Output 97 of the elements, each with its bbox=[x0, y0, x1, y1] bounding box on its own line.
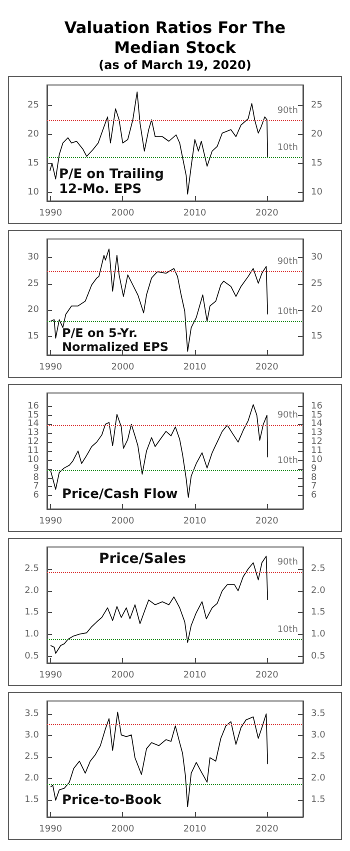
y-tick-label: 11 bbox=[28, 446, 39, 456]
y2-tick-label: 2.0 bbox=[311, 773, 326, 784]
x-tick-label: 2020 bbox=[255, 362, 279, 372]
y-tick-label: 9 bbox=[33, 464, 40, 474]
y2-tick-label: 9 bbox=[311, 464, 317, 474]
y2-tick-label: 3.0 bbox=[311, 730, 326, 740]
x-tick-label: 2010 bbox=[183, 670, 207, 680]
y-tick-label: 10 bbox=[28, 454, 40, 465]
y2-tick-label: 6 bbox=[311, 490, 317, 501]
y-tick-label: 10 bbox=[28, 187, 40, 198]
y-tick-label: 1.5 bbox=[24, 794, 39, 805]
chart-subtitle: (as of March 19, 2020) bbox=[98, 58, 252, 72]
y2-tick-label: 10 bbox=[311, 454, 323, 465]
y2-tick-label: 13 bbox=[311, 428, 322, 438]
y-tick-label: 8 bbox=[33, 472, 40, 483]
y-tick-label: 7 bbox=[33, 482, 39, 492]
x-tick-label: 1990 bbox=[39, 362, 62, 372]
y2-tick-label: 1.5 bbox=[311, 608, 326, 618]
y-tick-label: 25 bbox=[28, 278, 39, 289]
ref-line-label: 10th bbox=[277, 624, 298, 635]
line-series bbox=[50, 404, 268, 498]
y2-tick-label: 20 bbox=[311, 305, 323, 316]
y-tick-label: 2.5 bbox=[24, 752, 39, 762]
y-tick-label: 3.0 bbox=[24, 730, 40, 740]
y2-tick-label: 7 bbox=[311, 482, 317, 492]
x-tick-label: 2000 bbox=[111, 824, 134, 834]
y-tick-label: 6 bbox=[33, 490, 40, 501]
ref-line-label: 10th bbox=[277, 456, 298, 466]
y-tick-label: 15 bbox=[28, 158, 39, 168]
annotation: P/E on Trailing 12-Mo. EPS bbox=[59, 167, 168, 197]
y-tick-label: 16 bbox=[28, 401, 40, 412]
y-tick-label: 3.5 bbox=[24, 708, 39, 719]
y-tick-label: 2.5 bbox=[24, 564, 39, 574]
y-tick-label: 2.0 bbox=[24, 773, 40, 784]
ref-line-label: 90th bbox=[277, 257, 298, 268]
y-tick-label: 15 bbox=[28, 332, 39, 342]
y2-tick-label: 2.0 bbox=[311, 586, 326, 596]
x-tick-label: 2010 bbox=[183, 362, 207, 372]
annotation: Price/Sales bbox=[99, 551, 186, 567]
ref-line-label: 10th bbox=[277, 306, 298, 317]
line-series bbox=[50, 248, 268, 352]
y2-tick-label: 3.5 bbox=[311, 708, 326, 719]
y-tick-label: 15 bbox=[28, 410, 39, 420]
y-tick-label: 14 bbox=[28, 419, 40, 430]
x-tick-label: 2010 bbox=[183, 824, 207, 834]
y2-tick-label: 15 bbox=[311, 410, 322, 420]
y2-tick-label: 2.5 bbox=[311, 564, 326, 574]
y2-tick-label: 11 bbox=[311, 446, 322, 456]
x-tick-label: 2020 bbox=[255, 516, 279, 526]
x-tick-label: 2000 bbox=[111, 516, 134, 526]
y2-tick-label: 1.5 bbox=[311, 794, 326, 805]
ref-line-label: 90th bbox=[277, 410, 298, 421]
line-series bbox=[50, 712, 268, 808]
x-tick-label: 1990 bbox=[39, 516, 62, 526]
x-tick-label: 1990 bbox=[39, 670, 62, 680]
x-tick-label: 2000 bbox=[111, 670, 134, 680]
y2-tick-label: 0.5 bbox=[311, 651, 326, 662]
y2-tick-label: 10 bbox=[311, 187, 323, 198]
y2-tick-label: 8 bbox=[311, 472, 317, 483]
y2-tick-label: 1.0 bbox=[311, 630, 326, 640]
y-tick-label: 13 bbox=[28, 428, 39, 438]
ref-line-label: 90th bbox=[277, 106, 298, 116]
y2-tick-label: 15 bbox=[311, 158, 322, 168]
y-tick-label: 20 bbox=[28, 129, 40, 140]
x-tick-label: 1990 bbox=[39, 208, 62, 218]
line-series bbox=[49, 92, 268, 194]
x-tick-label: 2000 bbox=[111, 362, 134, 372]
x-tick-label: 2020 bbox=[255, 670, 279, 680]
x-tick-label: 2020 bbox=[255, 824, 279, 834]
y-tick-label: 1.5 bbox=[24, 608, 39, 618]
y-tick-label: 30 bbox=[28, 252, 40, 262]
y-tick-label: 2.0 bbox=[24, 586, 40, 596]
y-tick-label: 0.5 bbox=[24, 651, 39, 662]
y2-tick-label: 20 bbox=[311, 129, 323, 140]
x-tick-label: 2010 bbox=[183, 516, 207, 526]
ref-line-label: 90th bbox=[277, 557, 298, 568]
annotation: Price-to-Book bbox=[62, 793, 162, 808]
y2-tick-label: 16 bbox=[311, 401, 323, 412]
x-tick-label: 2010 bbox=[183, 208, 207, 218]
x-tick-label: 2000 bbox=[111, 208, 134, 218]
y2-tick-label: 14 bbox=[311, 419, 323, 430]
annotation: Price/Cash Flow bbox=[62, 487, 178, 502]
y2-tick-label: 25 bbox=[311, 100, 322, 110]
y2-tick-label: 30 bbox=[311, 252, 323, 262]
y2-tick-label: 2.5 bbox=[311, 752, 326, 762]
y-tick-label: 1.0 bbox=[24, 630, 40, 640]
x-tick-label: 1990 bbox=[39, 824, 62, 834]
y2-tick-label: 25 bbox=[311, 278, 322, 289]
chart-title: Valuation Ratios For The Median Stock bbox=[63, 18, 287, 58]
y-tick-label: 20 bbox=[28, 305, 40, 316]
y2-tick-label: 15 bbox=[311, 332, 322, 342]
y2-tick-label: 12 bbox=[311, 437, 322, 448]
x-tick-label: 2020 bbox=[255, 208, 279, 218]
ref-line-label: 10th bbox=[277, 143, 298, 153]
y-tick-label: 25 bbox=[28, 100, 39, 110]
y-tick-label: 12 bbox=[28, 437, 39, 448]
annotation: P/E on 5-Yr. Normalized EPS bbox=[62, 326, 169, 354]
